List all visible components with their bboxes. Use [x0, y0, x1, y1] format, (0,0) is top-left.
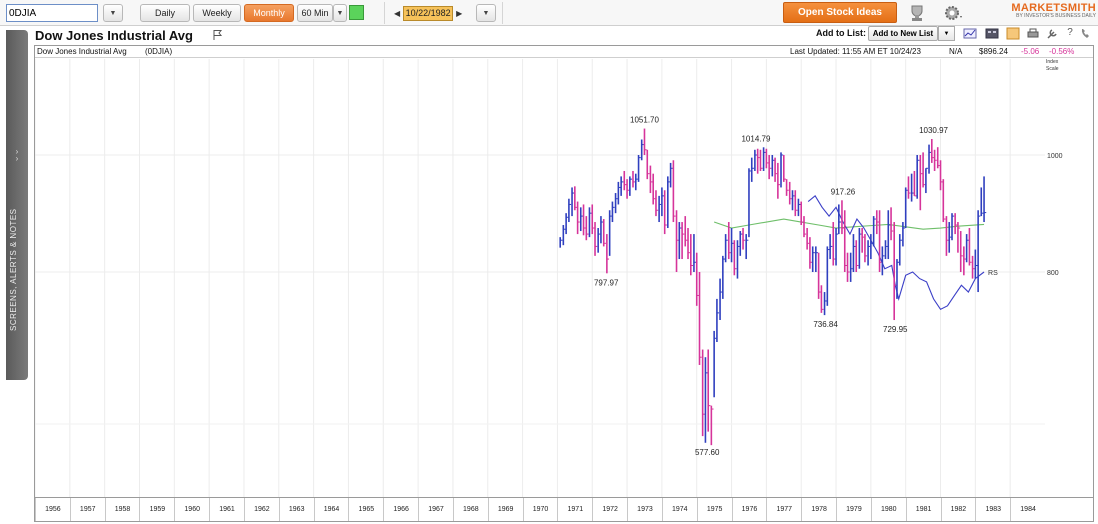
- trophy-icon[interactable]: [906, 3, 928, 23]
- year-axis-label: 1974: [661, 498, 697, 521]
- info-pct-change: -0.56%: [1049, 47, 1075, 56]
- date-field[interactable]: 10/22/1982: [403, 5, 454, 21]
- year-axis-label: 1961: [209, 498, 244, 521]
- price-annotation-label: 577.60: [695, 448, 720, 457]
- price-annotation-label: 736.84: [813, 320, 838, 329]
- year-axis-label: 1983: [975, 498, 1010, 521]
- logo-main-text: MARKETSMITH: [1011, 2, 1096, 14]
- price-annotation-label: 1014.79: [741, 134, 770, 143]
- interval-dropdown-button[interactable]: ▼: [333, 4, 347, 22]
- 60min-button[interactable]: 60 Min: [297, 4, 333, 22]
- year-axis-label: 1971: [557, 498, 592, 521]
- help-icon[interactable]: ?: [1067, 27, 1073, 38]
- price-annotation-label: 1051.70: [630, 116, 659, 125]
- page-title: Dow Jones Industrial Avg: [35, 28, 193, 43]
- toolbar-divider: [384, 2, 385, 24]
- date-next-icon[interactable]: ▶: [456, 8, 463, 18]
- year-axis-label: 1972: [592, 498, 627, 521]
- price-annotation-label: 797.97: [594, 278, 619, 287]
- year-axis-label: 1962: [243, 498, 279, 521]
- symbol-input[interactable]: [6, 4, 98, 22]
- year-axis-label: 1977: [766, 498, 801, 521]
- year-axis-label: 1978: [801, 498, 836, 521]
- date-prev-icon[interactable]: ◀: [394, 8, 401, 18]
- scale-label-scale: Scale: [1046, 66, 1059, 72]
- year-axis-label: 1958: [104, 498, 140, 521]
- marketsmith-logo: MARKETSMITH BY INVESTOR'S BUSINESS DAILY: [1000, 2, 1096, 24]
- chart-icon[interactable]: [963, 27, 977, 40]
- monthly-button[interactable]: Monthly: [244, 4, 294, 22]
- info-symbol: (0DJIA): [145, 47, 173, 56]
- year-axis-label: 1976: [731, 498, 767, 521]
- year-axis-label: 1975: [696, 498, 732, 521]
- symbol-dropdown-button[interactable]: ▼: [103, 4, 123, 22]
- year-axis-label: 1963: [278, 498, 314, 521]
- year-axis-label: 1969: [487, 498, 523, 521]
- side-panel: › › SCREENS, ALERTS & NOTES: [0, 26, 28, 524]
- year-axis-label: 1960: [174, 498, 209, 521]
- weekly-button[interactable]: Weekly: [193, 4, 241, 22]
- last-updated: Last Updated: 11:55 AM ET 10/24/23: [790, 47, 921, 56]
- flag-icon[interactable]: [212, 29, 224, 41]
- year-axis-label: 1964: [313, 498, 349, 521]
- print-icon[interactable]: [1026, 27, 1040, 40]
- layout-icon[interactable]: [985, 27, 999, 40]
- year-axis-label: 1956: [35, 498, 70, 521]
- scale-label-index: Index: [1046, 59, 1059, 65]
- price-tick-label: 1000: [1047, 153, 1063, 160]
- price-annotation-label: 729.95: [883, 325, 908, 334]
- date-dropdown-button[interactable]: ▼: [476, 4, 496, 22]
- toolbar-divider: [502, 2, 503, 24]
- top-toolbar: ▼ Daily Weekly Monthly 60 Min ▼ ◀ 10/22/…: [0, 0, 1098, 26]
- year-axis-label: 1982: [940, 498, 976, 521]
- logo-sub-text: BY INVESTOR'S BUSINESS DAILY: [1016, 13, 1096, 19]
- phone-icon[interactable]: [1079, 27, 1093, 40]
- year-axis-label: 1980: [870, 498, 906, 521]
- note-icon[interactable]: [1006, 27, 1020, 40]
- add-to-new-list-button[interactable]: Add to New List: [868, 26, 938, 41]
- year-axis-label: 1968: [452, 498, 488, 521]
- chart-info-row: Dow Jones Industrial Avg (0DJIA) Last Up…: [35, 46, 1093, 58]
- info-na: N/A: [949, 47, 963, 56]
- info-price: $896.24: [979, 47, 1008, 56]
- open-stock-ideas-button[interactable]: Open Stock Ideas: [783, 2, 897, 23]
- year-axis-label: 1959: [139, 498, 174, 521]
- screens-alerts-notes-tab[interactable]: › › SCREENS, ALERTS & NOTES: [6, 30, 28, 380]
- year-axis-label: 1965: [348, 498, 383, 521]
- year-axis-label: 1981: [905, 498, 941, 521]
- daily-button[interactable]: Daily: [140, 4, 190, 22]
- year-axis-label: 1973: [627, 498, 662, 521]
- year-axis-label: 1966: [383, 498, 418, 521]
- status-indicator[interactable]: [349, 5, 364, 20]
- year-axis-label: 1967: [418, 498, 453, 521]
- price-annotation-label: 917.26: [831, 187, 856, 196]
- tools-icon[interactable]: [1045, 27, 1059, 40]
- add-to-list-label: Add to List:: [816, 28, 866, 38]
- price-annotation-label: 1030.97: [919, 126, 948, 135]
- price-tick-label: 800: [1047, 270, 1059, 277]
- gear-icon[interactable]: [942, 3, 964, 23]
- year-axis-label: 1957: [69, 498, 105, 521]
- year-axis: 1956 1957 1958 1959 1960 1961 1962 1963 1964 1965…: [35, 497, 1093, 521]
- date-navigator: ◀ 10/22/1982 ▶: [394, 4, 462, 22]
- add-list-dropdown-button[interactable]: ▼: [938, 26, 955, 41]
- side-tab-label: SCREENS, ALERTS & NOTES: [9, 208, 18, 332]
- info-change: -5.06: [1021, 47, 1040, 56]
- price-chart[interactable]: 800 1000 RS 1051.70 797.97 577.60 1014.79 917.2…: [35, 59, 1093, 497]
- year-axis-label: 1979: [836, 498, 871, 521]
- rs-line-label: RS: [988, 270, 998, 277]
- year-axis-label: 1984: [1010, 498, 1045, 521]
- chevron-expand-icon[interactable]: › ›: [15, 147, 19, 163]
- info-name: Dow Jones Industrial Avg: [37, 47, 127, 56]
- year-axis-label: 1970: [522, 498, 558, 521]
